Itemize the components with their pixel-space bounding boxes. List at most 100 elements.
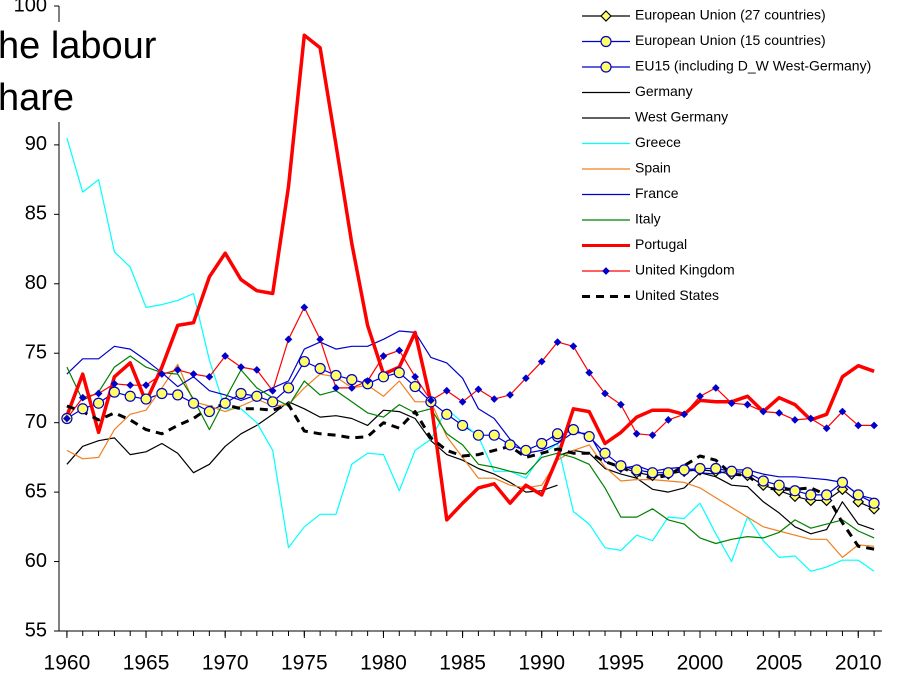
x-tick-label: 1970: [202, 652, 249, 675]
point: [632, 429, 641, 438]
point: [726, 465, 738, 477]
point: [126, 381, 135, 390]
point: [821, 489, 833, 501]
point: [743, 400, 752, 409]
legend-label: United States: [635, 287, 719, 303]
x-tick-label: 2005: [756, 652, 803, 675]
legend-marker: [600, 10, 612, 22]
point: [520, 444, 532, 457]
point: [409, 380, 421, 393]
series-line: [65, 33, 875, 522]
point: [615, 460, 627, 472]
point: [267, 396, 279, 408]
point: [537, 357, 546, 366]
x-tick-label: 1965: [123, 652, 170, 675]
legend-marker: [600, 61, 612, 73]
y-tick-label: 75: [25, 342, 47, 364]
series-line: [66, 361, 558, 451]
series-line: [66, 401, 558, 493]
point: [583, 430, 595, 443]
legend-label: European Union (27 countries): [635, 7, 826, 23]
point: [488, 429, 500, 441]
x-tick-label: 1960: [44, 652, 91, 675]
point: [631, 464, 643, 476]
legend-marker: [602, 267, 610, 275]
point: [789, 485, 801, 497]
point: [395, 346, 404, 355]
legend-label: West Germany: [635, 109, 728, 125]
point: [411, 372, 419, 381]
legend-marker: [600, 35, 612, 48]
series-line: [66, 306, 875, 436]
point: [822, 424, 831, 433]
point: [300, 303, 309, 312]
point: [142, 381, 150, 390]
y-tick-label: 90: [25, 133, 47, 155]
point: [110, 379, 119, 388]
point: [379, 352, 388, 360]
point: [63, 414, 71, 423]
point: [551, 428, 564, 440]
y-tick-label: 60: [25, 550, 47, 572]
point: [678, 464, 690, 476]
point: [522, 374, 530, 383]
y-tick-label: 100: [14, 0, 47, 16]
point: [741, 467, 754, 479]
point: [553, 338, 562, 346]
point: [711, 384, 720, 392]
x-tick-label: 1990: [518, 652, 565, 675]
point: [252, 366, 261, 374]
point: [662, 467, 674, 479]
point: [156, 387, 168, 400]
x-tick-label: 1985: [439, 652, 486, 675]
point: [219, 397, 231, 409]
point: [506, 391, 514, 399]
point: [330, 369, 342, 382]
point: [775, 409, 783, 417]
point: [108, 386, 120, 398]
point: [173, 366, 182, 374]
point: [870, 421, 878, 430]
point: [441, 408, 453, 420]
point: [458, 397, 467, 406]
point: [852, 489, 864, 501]
series-line: [66, 355, 875, 545]
point: [346, 374, 358, 386]
legend-label: United Kingdom: [635, 262, 735, 278]
x-tick-label: 1995: [597, 652, 644, 675]
point: [504, 439, 516, 451]
point: [235, 387, 247, 400]
series-line: [66, 330, 875, 500]
y-tick-label: 80: [25, 272, 47, 294]
point: [284, 335, 293, 344]
point: [140, 393, 152, 405]
point: [567, 424, 579, 436]
chart-title: hare: [0, 77, 74, 119]
point: [94, 389, 103, 398]
point: [124, 390, 136, 402]
point: [77, 403, 89, 415]
legend: European Union (27 countries) European Un…: [582, 7, 871, 303]
point: [569, 342, 578, 351]
point: [314, 362, 326, 375]
y-tick-label: 70: [25, 411, 47, 433]
legend-label: Italy: [635, 211, 661, 227]
point: [806, 414, 815, 423]
legend-label: France: [635, 185, 679, 201]
point: [664, 416, 673, 424]
point: [268, 386, 277, 395]
series-line: [66, 363, 875, 558]
y-tick-label: 65: [25, 480, 47, 502]
point: [474, 385, 483, 394]
point: [456, 419, 469, 432]
point: [187, 397, 200, 409]
series-line: [66, 137, 875, 572]
point: [696, 392, 704, 401]
legend-label: EU15 (including D_W West-Germany): [635, 58, 871, 74]
legend-label: Spain: [635, 160, 671, 176]
point: [727, 399, 736, 408]
point: [805, 489, 817, 501]
point: [838, 407, 847, 416]
point: [298, 355, 310, 368]
